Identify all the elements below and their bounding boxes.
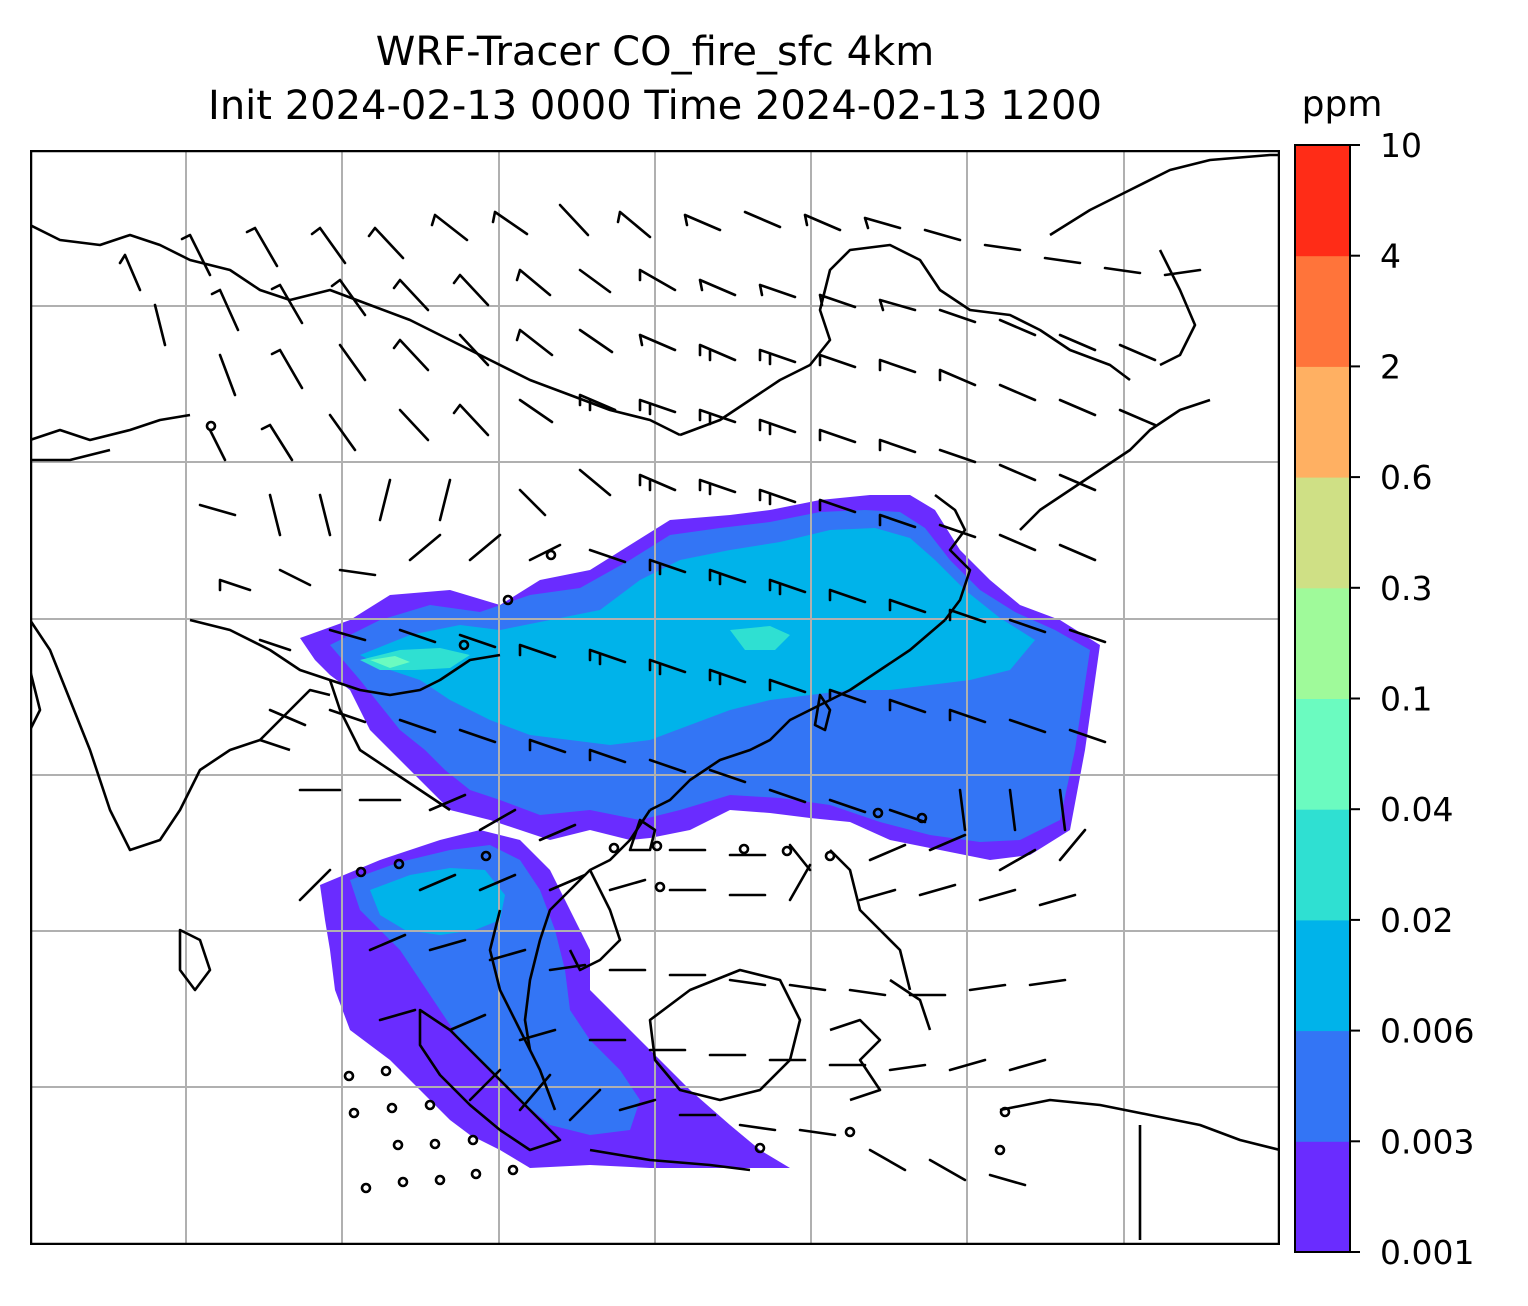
map-title-line-1: WRF-Tracer CO_fire_sfc 4km	[375, 29, 935, 75]
colorbar-bin-8	[1295, 255, 1350, 367]
colorbar-bin-2	[1295, 919, 1350, 1032]
map-plot	[30, 150, 1280, 1245]
colorbar: ppm 0.001 0.003 0.006 0.02 0.04 0.1 0.3 0.6 2 4 10	[1294, 84, 1474, 1270]
colorbar-bin-4	[1295, 698, 1350, 810]
colorbar-bin-6	[1295, 477, 1350, 589]
colorbar-bin-0	[1295, 1141, 1350, 1253]
colorbar-tick-label: 0.04	[1380, 790, 1453, 829]
colorbar-unit: ppm	[1302, 84, 1383, 125]
co-plume-north-0006	[360, 528, 1035, 745]
colorbar-tick-label: 0.3	[1380, 569, 1432, 608]
co-plume-south-0006	[370, 868, 505, 935]
colorbar-tick-label: 0.6	[1380, 458, 1432, 497]
colorbar-tick-label: 0.003	[1380, 1122, 1474, 1161]
colorbar-bin-9	[1295, 145, 1350, 257]
colorbar-tick-label: 2	[1380, 347, 1401, 386]
co-plume-north-004	[370, 656, 410, 668]
colorbar-bin-3	[1295, 809, 1350, 921]
gridlines	[30, 150, 1280, 1245]
co-plume-north-002b	[730, 626, 790, 650]
colorbar-tick-label: 0.1	[1380, 680, 1432, 719]
colorbar-tick-label: 10	[1380, 126, 1422, 165]
map-frame	[30, 150, 1280, 1245]
wind-barbs	[118, 203, 1202, 1187]
colorbar-bin-7	[1295, 366, 1350, 478]
colorbar-tick-label: 0.001	[1380, 1233, 1474, 1270]
co-concentration-field	[300, 495, 1100, 1168]
colorbar-bin-5	[1295, 587, 1350, 699]
colorbar-bin-1	[1295, 1030, 1350, 1142]
map-title-line-2: Init 2024-02-13 0000 Time 2024-02-13 120…	[208, 83, 1102, 129]
colorbar-tick-label: 0.02	[1380, 901, 1453, 940]
colorbar-tick-label: 4	[1380, 237, 1401, 276]
colorbar-tick-label: 0.006	[1380, 1012, 1474, 1051]
calm-markers	[205, 420, 1011, 1194]
colorbar-frame	[1294, 144, 1351, 1253]
